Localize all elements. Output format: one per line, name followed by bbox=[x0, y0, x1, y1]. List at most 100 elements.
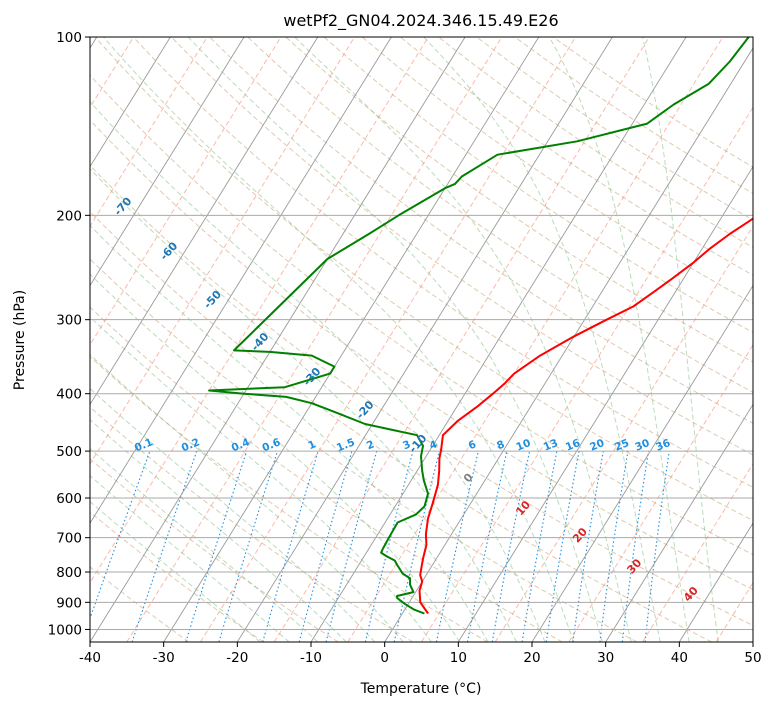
mixing-ratio-line bbox=[185, 450, 248, 642]
x-tick-label: -40 bbox=[79, 650, 101, 666]
mixing-ratio-label: 36 bbox=[654, 437, 672, 454]
temperature-profile bbox=[418, 217, 753, 615]
isotherm-gridline bbox=[90, 37, 392, 524]
dry-adiabat bbox=[90, 306, 563, 642]
background-lines bbox=[90, 37, 753, 642]
mixing-ratio-line bbox=[131, 450, 198, 642]
isoline bbox=[200, 37, 577, 642]
x-tick-label: 0 bbox=[380, 650, 389, 666]
mixing-ratio-label: 4 bbox=[428, 438, 439, 452]
y-axis-ticks: 100 200 300 400 500 600 700 800 900 1000 bbox=[48, 30, 90, 638]
isotherm-gridline bbox=[90, 37, 171, 168]
isoline bbox=[494, 225, 753, 642]
dry-adiabat bbox=[323, 37, 753, 334]
dewpoint-profile bbox=[208, 37, 750, 615]
y-tick-label: 800 bbox=[56, 565, 82, 581]
mixing-ratio-label: 30 bbox=[633, 437, 651, 454]
y-tick-label: 100 bbox=[56, 30, 82, 46]
isotherm-gridline bbox=[531, 284, 753, 642]
mixing-ratio-line bbox=[364, 450, 414, 642]
y-tick-label: 300 bbox=[56, 313, 82, 329]
mixing-ratio-label: 10 bbox=[514, 437, 532, 454]
moist-adiabat bbox=[548, 37, 690, 642]
isotherm-gridline bbox=[384, 47, 753, 642]
isoline bbox=[273, 37, 650, 642]
y-tick-label: 500 bbox=[56, 444, 82, 460]
isotherm-gridline bbox=[90, 37, 466, 642]
mixing-ratio-label: 6 bbox=[467, 438, 478, 452]
mixing-ratio-line bbox=[621, 451, 650, 642]
dry-adiabat bbox=[94, 37, 753, 522]
mixing-ratio-label: 13 bbox=[542, 437, 560, 454]
isoline bbox=[90, 37, 282, 346]
dry-adiabat bbox=[90, 164, 753, 627]
mixing-ratio-line bbox=[325, 450, 378, 642]
isotherm-gridline bbox=[90, 37, 245, 287]
x-axis-label: Temperature (°C) bbox=[360, 681, 482, 697]
isoline bbox=[90, 37, 356, 465]
mixing-ratio-line bbox=[90, 450, 151, 621]
x-axis-ticks: -40 -30 -20 -10 0 10 20 30 40 50 bbox=[79, 642, 762, 666]
dry-adiabat bbox=[285, 37, 753, 363]
moist-adiabat bbox=[90, 501, 261, 642]
moist-adiabat bbox=[423, 37, 661, 642]
moist-adiabat bbox=[294, 37, 632, 642]
isotherm-gridline bbox=[90, 37, 319, 406]
x-tick-label: -10 bbox=[300, 650, 322, 666]
moist-adiabat bbox=[90, 418, 347, 642]
x-tick-label: -20 bbox=[226, 650, 248, 666]
x-tick-label: 40 bbox=[671, 650, 688, 666]
moist-adiabat bbox=[90, 273, 461, 642]
mixing-ratio-line bbox=[435, 450, 479, 642]
y-tick-label: 600 bbox=[56, 491, 82, 507]
mixing-ratio-label: 1 bbox=[306, 438, 317, 452]
isoline bbox=[90, 37, 429, 584]
isotherm-gridline bbox=[310, 37, 687, 642]
mixing-ratio-label: 20 bbox=[588, 437, 606, 454]
moist-adiabat bbox=[90, 353, 404, 642]
dry-adiabat bbox=[132, 37, 753, 488]
grid bbox=[90, 37, 753, 642]
moist-adiabat bbox=[103, 37, 575, 642]
dry-adiabat bbox=[90, 119, 753, 591]
mixing-ratio-label: 3 bbox=[401, 438, 412, 452]
moist-adiabat bbox=[90, 224, 489, 642]
x-tick-label: 30 bbox=[597, 650, 614, 666]
isotherm-gridline bbox=[236, 37, 613, 642]
y-tick-label: 200 bbox=[56, 208, 82, 224]
y-tick-label: 700 bbox=[56, 531, 82, 547]
chart-title: wetPf2_GN04.2024.346.15.49.E26 bbox=[283, 11, 558, 31]
mixing-ratio-label: 25 bbox=[613, 437, 631, 454]
dry-adiabat bbox=[90, 355, 488, 642]
isotherm-gridline bbox=[678, 522, 753, 642]
x-tick-label: 20 bbox=[523, 650, 540, 666]
x-tick-label: 10 bbox=[450, 650, 467, 666]
mixing-ratio-line bbox=[218, 450, 279, 642]
moist-adiabat bbox=[187, 37, 603, 642]
plot-frame bbox=[89, 36, 754, 643]
dry-adiabat bbox=[361, 37, 753, 305]
y-tick-label: 900 bbox=[56, 595, 82, 611]
moist-adiabat bbox=[90, 475, 290, 642]
mixing-ratio-line bbox=[644, 451, 670, 642]
y-axis-label: Pressure (hPa) bbox=[12, 290, 28, 390]
isotherm-gridline bbox=[605, 403, 753, 642]
isoline bbox=[421, 106, 753, 642]
isoline bbox=[347, 37, 724, 642]
isoline bbox=[126, 37, 503, 642]
isotherm-gridline bbox=[457, 165, 753, 642]
moist-adiabat bbox=[90, 387, 376, 642]
isotherm-gridline bbox=[163, 37, 540, 642]
mixing-ratio-label: 16 bbox=[564, 437, 582, 454]
x-tick-label: 50 bbox=[744, 650, 761, 666]
mixing-ratio-line bbox=[298, 450, 353, 642]
dry-adiabat bbox=[90, 511, 264, 642]
moist-adiabat bbox=[90, 168, 517, 642]
moist-adiabat bbox=[642, 37, 719, 642]
mixing-ratio-line bbox=[599, 451, 629, 642]
mixing-ratio-label: 2 bbox=[365, 438, 376, 452]
x-tick-label: -30 bbox=[153, 650, 175, 666]
series bbox=[208, 37, 753, 615]
y-tick-label: 1000 bbox=[48, 622, 82, 638]
